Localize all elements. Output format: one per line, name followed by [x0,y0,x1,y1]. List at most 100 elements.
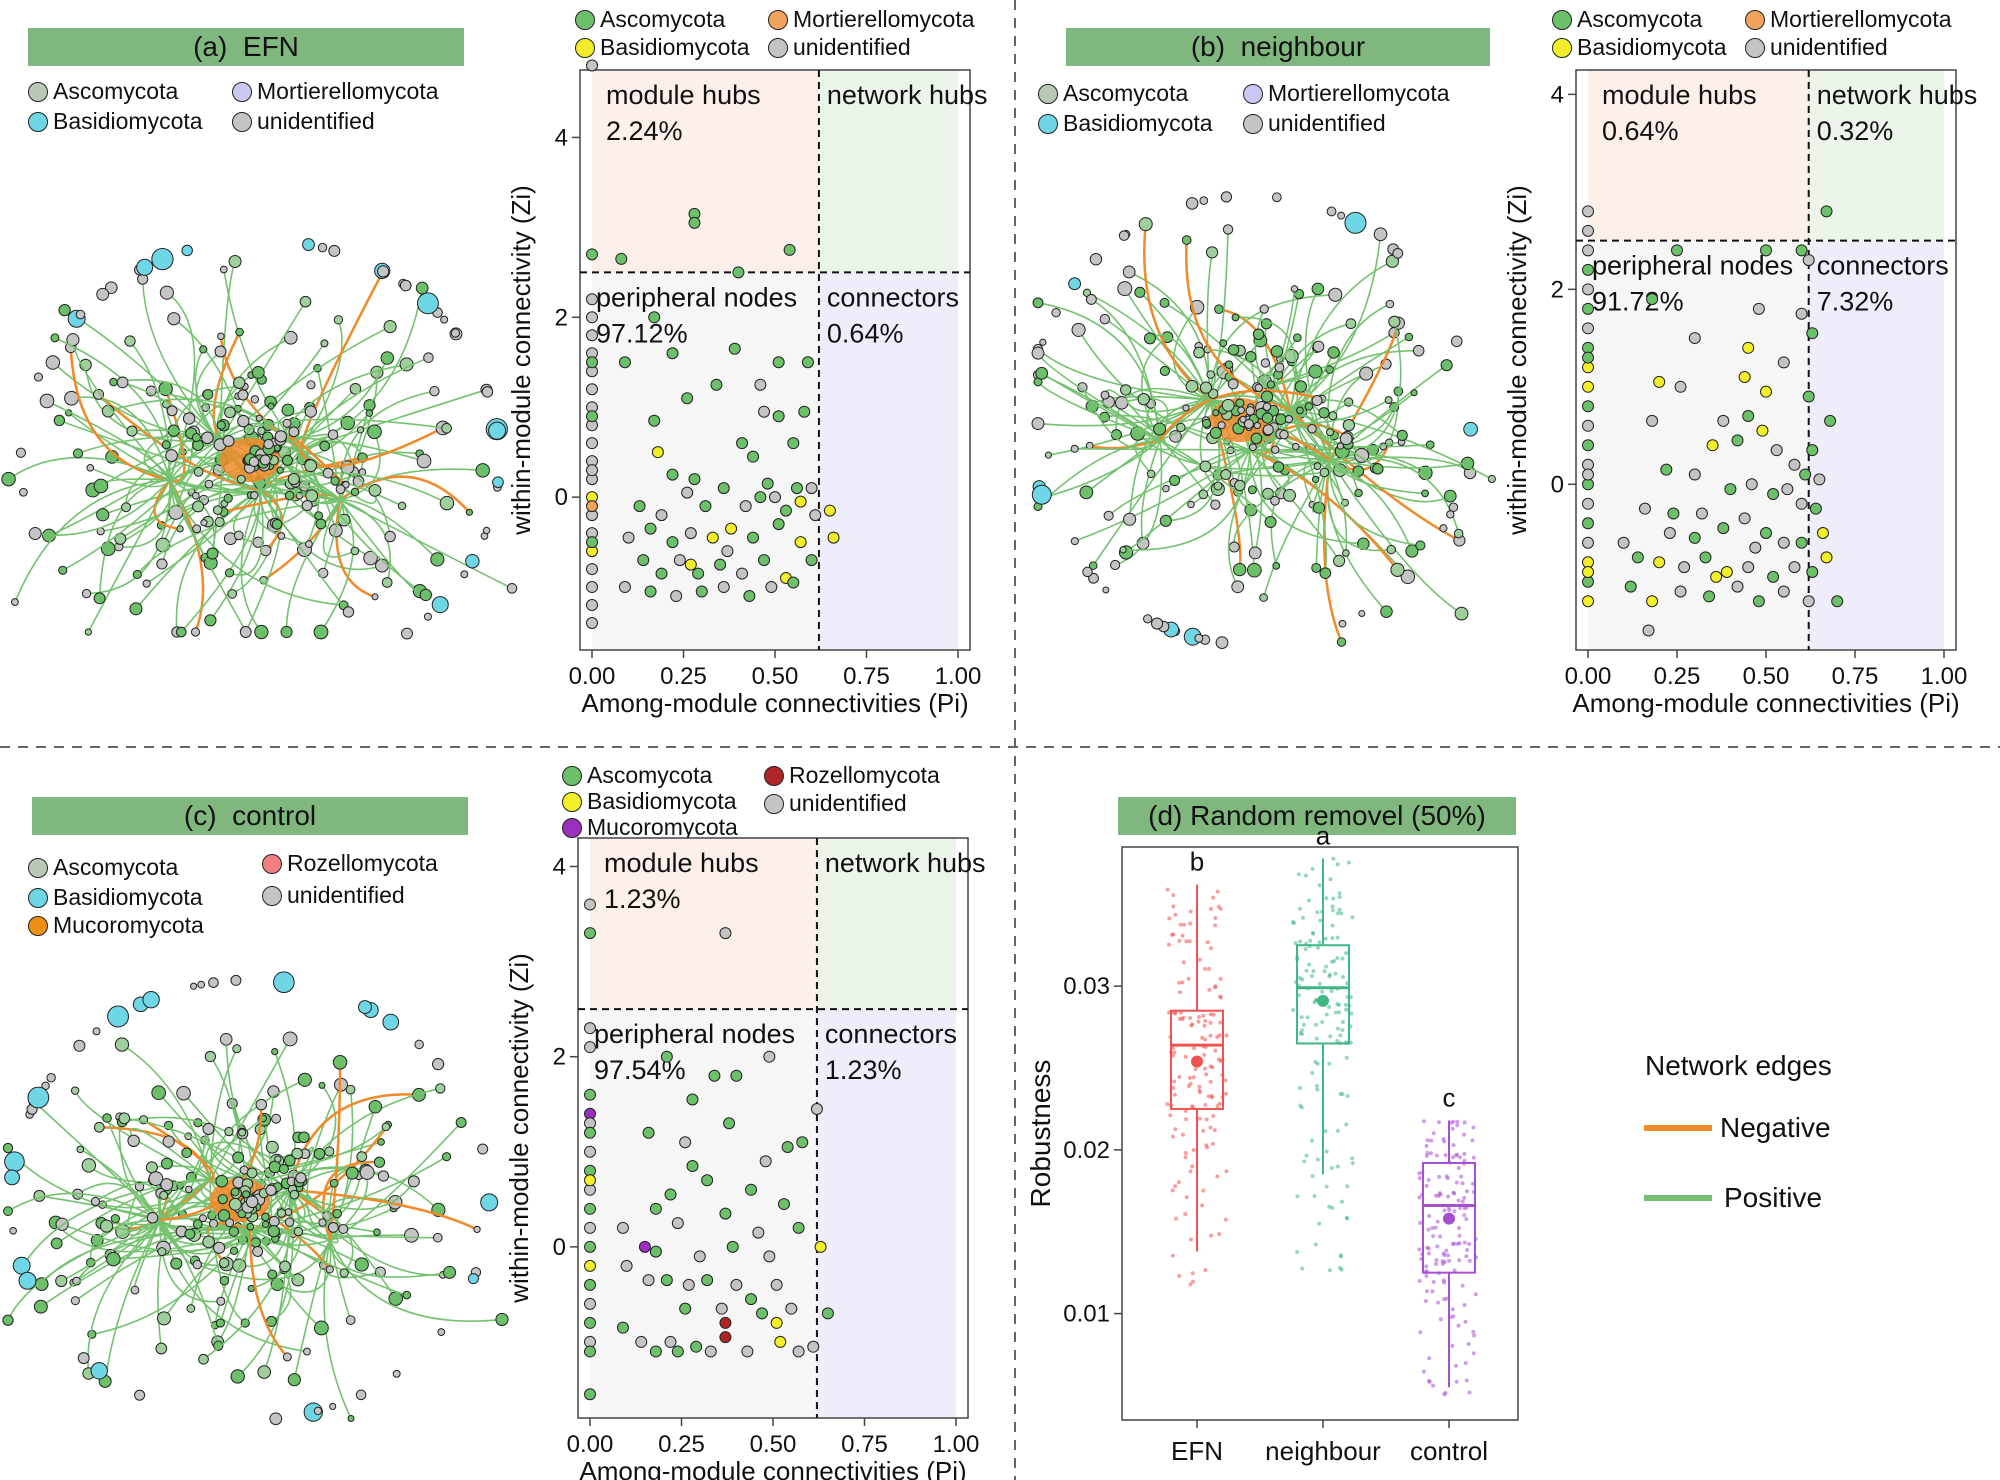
network-node [230,1187,240,1197]
net-legend-c-basidiomycota: Basidiomycota [28,884,203,911]
jitter-point [1424,1183,1429,1188]
jitter-point [1177,980,1182,985]
scatter-point [1738,371,1751,384]
scatter-point [1816,527,1829,540]
scatter-point [584,1278,596,1291]
jitter-point [1426,1251,1431,1256]
jitter-point [1215,1174,1220,1179]
scatter-point [584,1041,596,1054]
network-node [159,1190,169,1200]
network-node [1296,406,1304,415]
network-node [1272,561,1281,570]
jitter-point [1317,981,1322,986]
network-node [423,612,432,621]
jitter-point [1335,1002,1340,1007]
scatter-point [655,567,668,580]
network-node [142,990,160,1009]
scatter-point [1806,566,1819,579]
region-pct-connectors: 1.23% [825,1055,902,1085]
network-node [274,1155,282,1163]
jitter-point [1301,1022,1306,1027]
network-node [305,489,319,503]
network-node [191,433,201,443]
scatter-point [1582,536,1594,549]
jitter-point [1455,1119,1460,1124]
scatter-point [1724,483,1737,496]
jitter-point [1426,1227,1431,1232]
region-pct-module-hubs: 0.64% [1602,116,1679,146]
jitter-point [1350,915,1355,920]
positive-edge [208,483,261,494]
network-node [283,330,298,345]
jitter-point [1350,1161,1355,1166]
network-node [1318,407,1330,419]
network-node [92,1027,101,1036]
scatter-point [633,500,646,513]
network-node [350,546,360,556]
network-node [271,1113,282,1124]
positive-edge [339,499,392,583]
network-node [1070,444,1079,453]
legend-dot [28,888,48,908]
positive-edge [1235,316,1297,411]
positive-edge [1128,399,1211,520]
jitter-point [1345,1184,1350,1189]
network-node [19,487,28,497]
jitter-point [1188,1016,1193,1021]
jitter-point [1425,1245,1430,1250]
positive-edge [1209,229,1229,401]
legend-dot [1038,84,1058,104]
jitter-point [1183,1054,1188,1059]
jitter-point [1224,1169,1229,1174]
region-label-peripheral-nodes: peripheral nodes [1592,251,1793,281]
network-node [46,1073,56,1083]
jitter-point [1203,1037,1208,1042]
network-node [384,530,396,543]
jitter-point [1320,1019,1325,1024]
jitter-point [1323,936,1328,941]
network-node [1405,544,1419,558]
network-node [277,532,286,540]
jitter-point [1425,1289,1430,1294]
jitter-point [1208,1079,1213,1084]
legend-label: Mortierellomycota [1770,6,1952,32]
jitter-point [1217,1232,1222,1237]
jitter-point [1223,1091,1228,1096]
network-node [350,487,360,497]
jitter-point [1172,1050,1177,1055]
region-label-module-hubs: module hubs [1602,80,1757,110]
network-node [1262,402,1272,412]
jitter-point [1417,1176,1422,1181]
scatter-point [1688,531,1701,544]
network-node [1220,191,1233,203]
positive-edge [60,1179,211,1282]
network-node [1344,211,1367,234]
jitter-point [1304,1153,1309,1158]
jitter-point [1202,1052,1207,1057]
positive-edge [1074,447,1251,451]
jitter-point [1202,1023,1207,1028]
network-node [1271,192,1282,203]
scatter-point [736,567,749,580]
jitter-point [1462,1120,1467,1125]
jitter-point [1447,1208,1452,1213]
network-node [297,1072,312,1087]
positive-edge [219,301,307,441]
jitter-point [1473,1292,1478,1297]
network-node [1284,414,1294,424]
scatter-point [827,531,840,544]
zi-pi-scatter-a: module hubs 2.24% network hubs peripheral n… [506,59,988,718]
network-node [192,500,205,513]
scatter-legend-c-ascomycota: Ascomycota [562,762,712,789]
network-node [216,1296,226,1306]
network-node [1342,418,1356,432]
jitter-point [1455,1152,1460,1157]
network-node [219,265,228,274]
network-node [70,1086,80,1095]
jitter-point [1167,916,1172,921]
network-node [1099,313,1111,325]
network-node [1247,485,1257,495]
legend-dot [764,794,784,814]
scatter-point [1678,561,1691,574]
jitter-point [1193,1067,1198,1072]
